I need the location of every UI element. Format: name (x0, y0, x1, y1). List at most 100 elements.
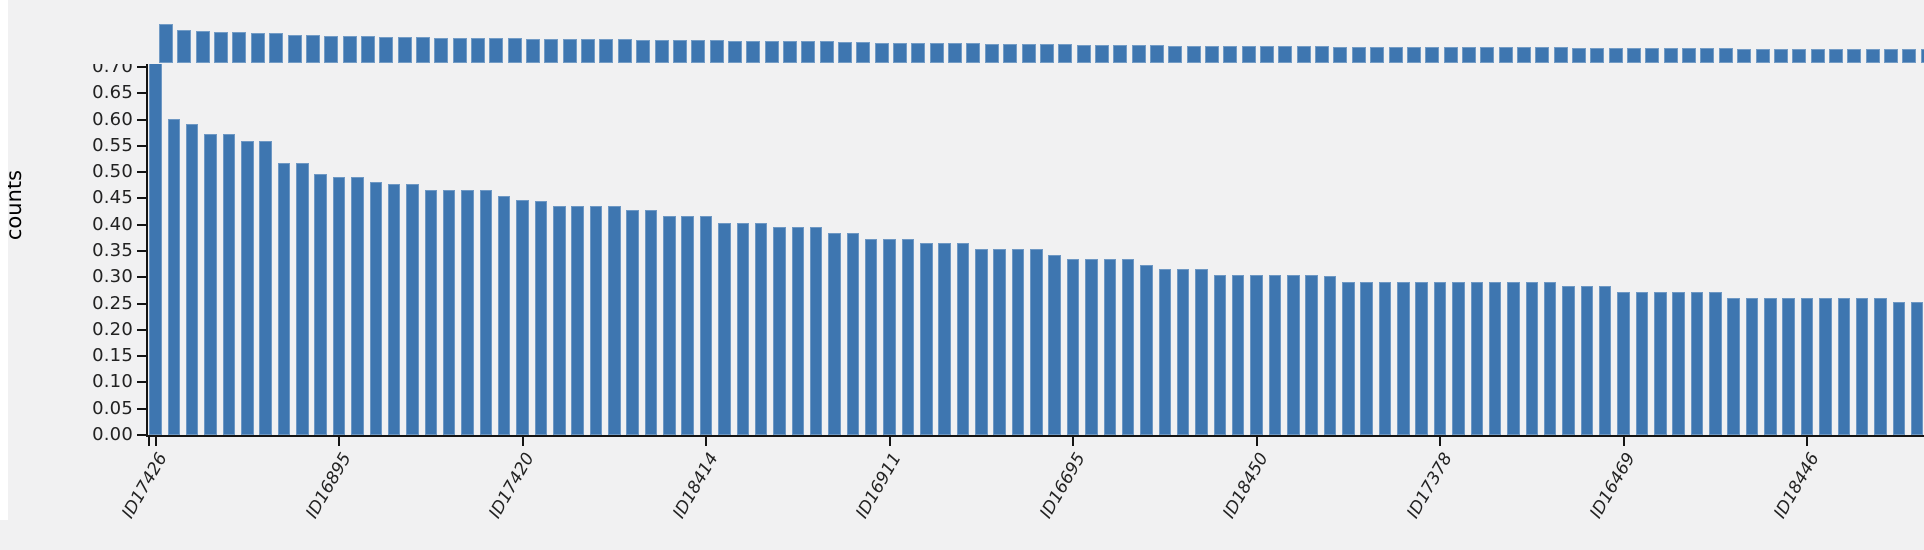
bar (1342, 282, 1355, 435)
strip-bar (1406, 47, 1421, 63)
bar (1140, 265, 1153, 435)
bar (699, 215, 713, 435)
strip-bar (1480, 47, 1495, 63)
bar (534, 200, 548, 435)
main-plot-area: 0.00 0.05 0.10 0.15 0.20 0.25 0.30 0.35 0.40 0.45… (0, 64, 1924, 550)
strip-bar (324, 35, 339, 63)
x-tick (1439, 437, 1441, 446)
strip-bar (1608, 47, 1623, 63)
strip-bar (159, 24, 173, 63)
strip-bar (434, 37, 449, 63)
strip-bar (929, 43, 944, 63)
strip-bar (1737, 48, 1752, 63)
y-tick (137, 144, 146, 147)
strip-bar (1076, 44, 1091, 63)
y-tick-label: 0.15 (92, 345, 133, 367)
strip-bar (1883, 48, 1898, 63)
bar (1764, 298, 1777, 435)
bar (1617, 291, 1630, 435)
bar (204, 134, 217, 435)
bar (1066, 259, 1080, 435)
strip-bar (452, 37, 467, 63)
strip-bar (1260, 46, 1274, 63)
bar (1819, 298, 1832, 435)
bar (1654, 291, 1667, 435)
y-tick (137, 66, 146, 68)
bar (1103, 259, 1116, 435)
bar (1433, 282, 1447, 435)
y-tick (137, 407, 146, 410)
y-tick (137, 171, 146, 174)
bar (809, 226, 823, 435)
bar (1360, 282, 1373, 435)
bar (883, 238, 896, 435)
bar (1543, 282, 1557, 435)
strip-bar (214, 31, 229, 63)
strip-bar (1516, 47, 1531, 63)
strip-bar (599, 39, 614, 63)
bar (1580, 286, 1594, 435)
bar (1855, 298, 1869, 435)
bar (773, 226, 786, 435)
strip-bar (250, 32, 265, 63)
x-tick (338, 437, 340, 446)
strip-bar (489, 37, 504, 63)
strip-bar (966, 43, 981, 63)
bar (442, 190, 456, 435)
bar (1030, 249, 1043, 435)
bar (351, 177, 364, 435)
strip-bar (1810, 48, 1825, 63)
strip-bar (526, 38, 540, 63)
strip-bar (360, 36, 375, 63)
bar (975, 249, 988, 435)
bar (1158, 269, 1171, 435)
bar (938, 243, 951, 435)
bar (1488, 282, 1502, 435)
strip-bar (562, 39, 577, 63)
bar (608, 206, 621, 435)
y-tick (137, 118, 146, 121)
y-tick-label: 0.60 (92, 108, 133, 130)
strip-bar (838, 42, 852, 63)
bar (1452, 282, 1465, 435)
bar (277, 162, 291, 435)
x-tick (154, 437, 157, 446)
bar (589, 206, 603, 435)
bar (1635, 291, 1649, 435)
bar (1011, 249, 1025, 435)
bar (332, 177, 346, 435)
strip-bar (195, 30, 210, 63)
bar (553, 206, 566, 435)
y-tick (137, 434, 146, 436)
strip-bar (1113, 44, 1128, 63)
bar (920, 243, 933, 435)
bar (516, 200, 529, 435)
strip-bar (581, 39, 595, 63)
x-tick (1072, 437, 1074, 446)
bar (754, 222, 768, 435)
strip-bar (801, 41, 816, 63)
strip-bar (1663, 48, 1678, 63)
bar (681, 215, 694, 435)
y-tick-label: 0.25 (92, 292, 133, 314)
strip-bar (305, 34, 320, 63)
strip-bar (1425, 47, 1440, 63)
strip-bar (654, 39, 669, 63)
strip-bar (287, 34, 302, 63)
bar (369, 182, 382, 435)
strip-bar (1149, 45, 1164, 63)
x-tick (888, 437, 891, 446)
strip-bar (1351, 47, 1366, 63)
strip-bar (709, 40, 724, 63)
strip-bar (1627, 48, 1641, 63)
bar (1121, 259, 1135, 435)
strip-bar (1700, 48, 1715, 63)
bar (1195, 269, 1208, 435)
bar (864, 238, 878, 435)
strip-bar (984, 43, 999, 63)
y-tick (137, 197, 146, 200)
bar (956, 243, 970, 435)
strip-bar (1223, 46, 1238, 63)
left-edge-artifact (0, 0, 8, 520)
